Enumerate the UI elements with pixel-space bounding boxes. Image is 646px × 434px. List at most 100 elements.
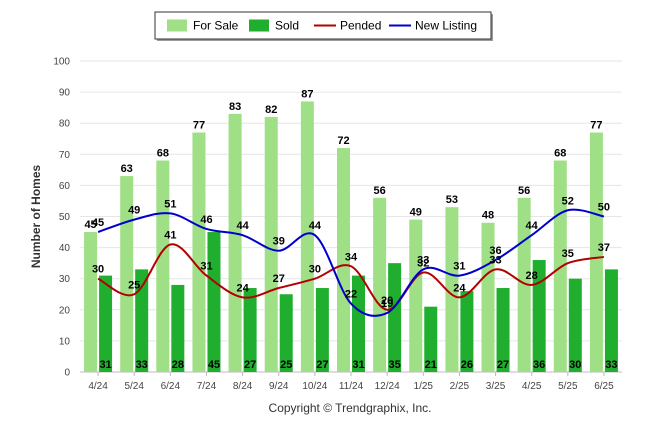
sold-data-label: 28 bbox=[172, 359, 184, 371]
x-tick-label: 11/24 bbox=[339, 381, 364, 392]
new-listing-data-label: 22 bbox=[345, 289, 357, 301]
for-sale-bar bbox=[481, 222, 495, 372]
sold-bar bbox=[171, 284, 185, 372]
x-tick-label: 10/24 bbox=[302, 381, 327, 392]
pended-data-label: 37 bbox=[598, 242, 610, 254]
for-sale-data-label: 83 bbox=[229, 101, 241, 113]
for-sale-bar bbox=[337, 148, 350, 372]
for-sale-bar bbox=[300, 101, 314, 373]
data-labels: 45 31 45 30 63 33 49 25 68 28 51 41 77 45 46 31 83 27 44 24… bbox=[84, 88, 617, 371]
for-sale-data-label: 77 bbox=[590, 120, 602, 132]
for-sale-bar bbox=[589, 132, 603, 372]
new-listing-data-label: 44 bbox=[526, 220, 539, 232]
sold-data-label: 27 bbox=[316, 359, 328, 371]
for-sale-data-label: 45 bbox=[84, 219, 96, 231]
for-sale-data-label: 68 bbox=[554, 148, 566, 160]
for-sale-bar bbox=[517, 197, 531, 372]
sold-data-label: 25 bbox=[280, 359, 292, 371]
y-tick-label: 70 bbox=[59, 150, 71, 161]
new-listing-data-label: 44 bbox=[236, 220, 249, 232]
y-tick-label: 40 bbox=[59, 243, 71, 254]
for-sale-data-label: 53 bbox=[446, 194, 458, 206]
for-sale-data-label: 48 bbox=[482, 210, 494, 222]
sold-bar bbox=[243, 288, 257, 372]
for-sale-bar bbox=[445, 207, 459, 372]
new-listing-data-label: 49 bbox=[128, 205, 140, 217]
legend: For Sale Sold Pended New Listing bbox=[154, 11, 493, 41]
x-tick-label: 5/24 bbox=[124, 381, 144, 392]
new-listing-data-label: 39 bbox=[273, 236, 285, 248]
pended-data-label: 31 bbox=[200, 261, 212, 273]
new-listing-data-label: 50 bbox=[598, 202, 610, 214]
copyright-text: Copyright © Trendgraphix, Inc. bbox=[269, 401, 432, 415]
sold-bar bbox=[207, 232, 221, 372]
x-tick-label: 3/25 bbox=[486, 381, 506, 392]
pended-data-label: 28 bbox=[526, 270, 538, 282]
new-listing-data-label: 19 bbox=[381, 298, 393, 310]
sold-data-label: 45 bbox=[208, 359, 220, 371]
legend-label: New Listing bbox=[415, 19, 477, 33]
for-sale-data-label: 68 bbox=[157, 148, 169, 160]
for-sale-bar bbox=[264, 116, 278, 372]
y-tick-label: 80 bbox=[59, 119, 71, 130]
y-tick-label: 90 bbox=[59, 88, 71, 99]
new-listing-data-label: 52 bbox=[562, 195, 574, 207]
pended-data-label: 24 bbox=[453, 282, 466, 294]
sold-bar bbox=[424, 306, 438, 372]
sold-bar bbox=[315, 288, 329, 372]
sold-data-label: 31 bbox=[352, 359, 364, 371]
sold-data-label: 33 bbox=[605, 359, 617, 371]
grid-lines bbox=[80, 60, 622, 373]
new-listing-data-label: 46 bbox=[200, 214, 212, 226]
pended-data-label: 25 bbox=[128, 279, 140, 291]
y-axis-label: Number of Homes bbox=[29, 165, 43, 269]
sold-bar bbox=[388, 263, 402, 372]
sold-data-label: 27 bbox=[497, 359, 509, 371]
bars bbox=[84, 101, 618, 373]
x-tick-label: 6/24 bbox=[161, 381, 181, 392]
new-listing-data-label: 45 bbox=[92, 217, 104, 229]
for-sale-data-label: 56 bbox=[518, 185, 530, 197]
x-tick-label: 2/25 bbox=[450, 381, 470, 392]
pended-data-label: 20 bbox=[381, 295, 393, 307]
legend-label: For Sale bbox=[193, 19, 239, 33]
sold-bar bbox=[568, 278, 582, 372]
legend-label: Sold bbox=[275, 19, 299, 33]
y-axis-ticks: 0 10 20 30 40 50 60 70 80 90 100 bbox=[53, 57, 70, 379]
new-listing-data-label: 33 bbox=[417, 254, 429, 266]
for-sale-data-label: 56 bbox=[374, 185, 386, 197]
y-tick-label: 20 bbox=[59, 305, 71, 316]
y-tick-label: 0 bbox=[64, 368, 70, 379]
y-tick-label: 50 bbox=[59, 212, 71, 223]
sold-bar bbox=[532, 260, 546, 372]
for-sale-bar bbox=[373, 197, 387, 372]
new-listing-data-label: 51 bbox=[164, 198, 176, 210]
y-tick-label: 30 bbox=[59, 274, 71, 285]
pended-data-label: 33 bbox=[489, 254, 501, 266]
sold-bar bbox=[99, 275, 113, 372]
y-tick-label: 60 bbox=[59, 181, 71, 192]
sold-data-label: 27 bbox=[244, 359, 256, 371]
sold-bar bbox=[279, 294, 293, 372]
x-tick-label: 9/24 bbox=[269, 381, 289, 392]
for-sale-bar bbox=[192, 132, 206, 372]
legend-swatch bbox=[249, 19, 269, 32]
x-tick-label: 4/25 bbox=[522, 381, 542, 392]
new-listing-data-label: 31 bbox=[453, 261, 465, 273]
pended-data-label: 32 bbox=[417, 257, 429, 269]
new-listing-line bbox=[97, 208, 605, 317]
sold-bar bbox=[604, 269, 618, 372]
x-tick-label: 1/25 bbox=[414, 381, 434, 392]
legend-swatch bbox=[167, 19, 187, 32]
for-sale-data-label: 77 bbox=[193, 120, 205, 132]
x-axis-ticks: 4/24 5/24 6/24 7/24 8/24 9/24 10/24 11/24 12/24 1… bbox=[88, 372, 614, 392]
sold-data-label: 36 bbox=[533, 359, 545, 371]
for-sale-bar bbox=[84, 232, 98, 372]
sold-bar bbox=[496, 288, 510, 372]
sold-data-label: 31 bbox=[99, 359, 111, 371]
sold-bar bbox=[460, 291, 474, 372]
for-sale-bar bbox=[156, 160, 170, 372]
sold-data-label: 33 bbox=[136, 359, 148, 371]
sold-bar bbox=[352, 275, 365, 372]
new-listing-data-label: 36 bbox=[489, 245, 501, 257]
